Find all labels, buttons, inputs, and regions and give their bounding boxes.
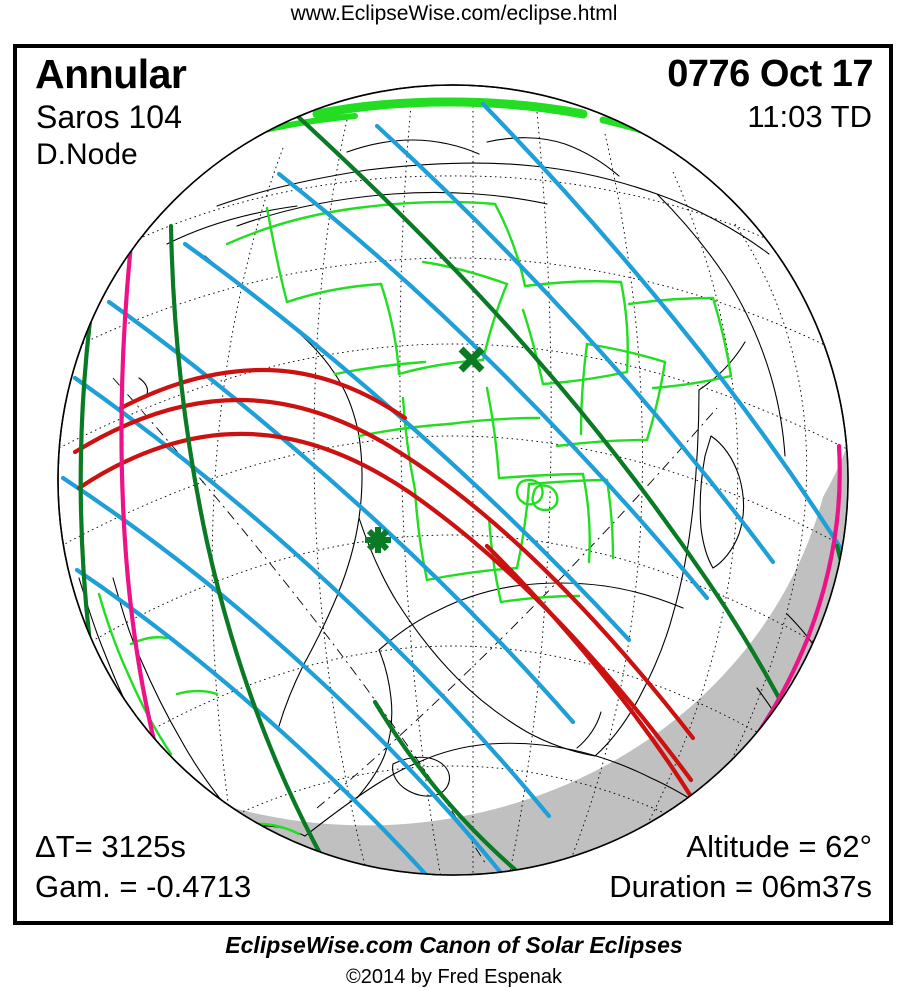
eclipse-date-label: 0776 Oct 17 <box>667 53 873 95</box>
copyright-credit: ©2014 by Fred Espenak <box>346 966 562 988</box>
altitude-label: Altitude = 62° <box>686 829 872 865</box>
eclipse-map-frame: Annular Saros 104 D.Node 0776 Oct 17 11:… <box>13 44 893 925</box>
greatest-eclipse-asterisk-marker <box>365 527 391 553</box>
max-eclipse-time-curves <box>60 101 848 875</box>
canon-caption: EclipseWise.com Canon of Solar Eclipses <box>225 932 683 958</box>
eclipse-type-label: Annular <box>35 51 187 97</box>
node-label: D.Node <box>36 138 138 171</box>
saros-label: Saros 104 <box>36 99 182 135</box>
globe-map <box>57 84 849 876</box>
delta-t-label: ΔT= 3125s <box>35 829 186 865</box>
eclipse-time-label: 11:03 TD <box>747 99 872 134</box>
source-url: www.EclipseWise.com/eclipse.html <box>290 2 618 25</box>
graticule-parallels <box>58 175 848 823</box>
graticule-dashdot-lines <box>112 377 718 867</box>
duration-label: Duration = 06m37s <box>609 869 872 905</box>
gamma-label: Gam. = -0.4713 <box>35 869 252 905</box>
subsolar-point-x-marker <box>458 346 485 373</box>
globe-outline <box>57 84 849 876</box>
eclipse-magnitude-curves <box>72 367 720 843</box>
